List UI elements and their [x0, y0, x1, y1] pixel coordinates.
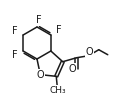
Text: F: F [12, 50, 18, 60]
Text: O: O [86, 47, 94, 57]
Text: F: F [36, 15, 42, 25]
Text: F: F [12, 26, 18, 36]
Text: F: F [56, 25, 62, 35]
Text: CH₃: CH₃ [50, 86, 67, 95]
Text: O: O [36, 70, 44, 80]
Text: O: O [69, 64, 77, 74]
